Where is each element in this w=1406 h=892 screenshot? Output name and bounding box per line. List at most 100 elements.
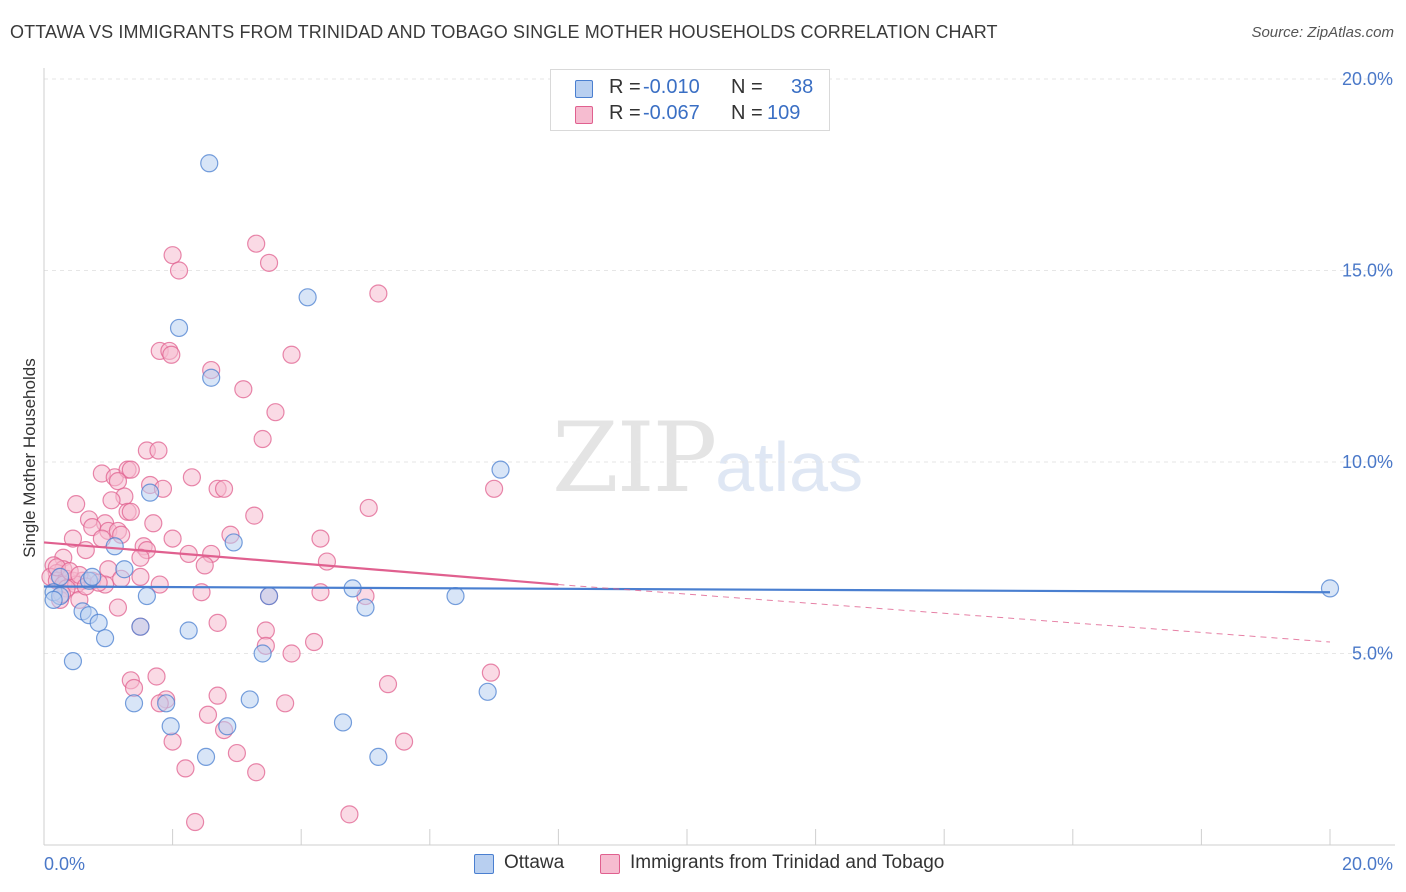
immigrants-point — [311, 529, 330, 548]
legend-swatch-pink — [575, 106, 593, 124]
immigrants-point — [259, 253, 279, 272]
immigrants-point — [149, 441, 168, 460]
immigrants-point — [276, 694, 295, 713]
y-tick-label: 5.0% — [1352, 644, 1393, 664]
series-ottawa-points — [44, 154, 1340, 767]
legend-r-value: -0.067 — [643, 102, 700, 124]
y-tick-label: 20.0% — [1342, 69, 1393, 89]
immigrants-point — [67, 495, 86, 514]
axes — [43, 68, 1395, 846]
immigrants-point — [256, 621, 275, 640]
immigrants-point — [121, 502, 140, 521]
ottawa-point — [259, 586, 279, 606]
ottawa-point — [202, 368, 221, 387]
ottawa-point — [131, 617, 150, 636]
immigrants-point — [369, 284, 388, 303]
watermark: ZIPatlas — [552, 402, 863, 514]
ottawa-point — [356, 598, 375, 617]
immigrants-point — [378, 675, 398, 694]
immigrants-point — [234, 380, 253, 399]
immigrants-point — [124, 678, 144, 698]
ottawa-point — [333, 713, 353, 732]
ottawa-point — [446, 586, 465, 606]
immigrants-point — [227, 743, 246, 763]
immigrants-point — [214, 479, 234, 498]
immigrants-point — [485, 479, 504, 498]
legend-r-label: R = — [609, 102, 641, 124]
watermark-atlas: atlas — [715, 428, 864, 506]
x-tick-label: 0.0% — [44, 854, 85, 874]
immigrants-point — [163, 732, 182, 751]
ottawa-point — [95, 629, 115, 648]
legend-swatch-blue — [575, 80, 593, 98]
ottawa-point — [115, 560, 134, 579]
ottawa-point — [63, 652, 83, 671]
immigrants-point — [163, 529, 182, 548]
immigrants-point — [317, 552, 337, 571]
immigrants-point — [282, 345, 301, 364]
grid-lines — [44, 78, 1395, 654]
immigrants-point — [245, 506, 264, 525]
immigrants-point — [121, 460, 140, 479]
ottawa-point — [369, 747, 388, 767]
immigrants-point — [198, 705, 218, 724]
legend-n-value: 109 — [767, 102, 801, 124]
bottom-legend-label: Immigrants from Trinidad and Tobago — [630, 852, 945, 873]
trend-lines — [43, 541, 1331, 643]
chart-title: OTTAWA VS IMMIGRANTS FROM TRINIDAD AND T… — [10, 22, 998, 42]
immigrants-point — [208, 686, 227, 705]
immigrants-point — [147, 667, 166, 686]
immigrants-point — [108, 598, 128, 617]
immigrants-point — [481, 663, 500, 682]
immigrants-point — [150, 575, 169, 594]
immigrants-point — [169, 261, 189, 280]
ottawa-point — [157, 694, 176, 713]
axis-labels: 5.0% 10.0% 15.0% 20.0% 0.0% 20.0% Single Mothe… — [20, 69, 1393, 874]
immigrants-point — [108, 472, 128, 491]
immigrants-point — [304, 632, 324, 652]
x-tick-label: 20.0% — [1342, 854, 1393, 874]
immigrants-trend-line — [43, 541, 559, 586]
ottawa-point — [50, 567, 70, 587]
immigrants-point — [394, 732, 414, 751]
immigrants-point — [144, 514, 163, 533]
immigrants-point — [163, 246, 182, 265]
immigrants-point — [266, 403, 285, 422]
watermark-zip: ZIP — [552, 402, 717, 514]
ottawa-point — [105, 537, 124, 556]
ottawa-point — [124, 694, 144, 713]
ottawa-trend-line — [43, 585, 1331, 594]
ottawa-point — [298, 288, 317, 307]
legend-n-label: N = — [731, 76, 763, 98]
ottawa-point — [169, 318, 189, 338]
immigrants-point — [282, 644, 301, 663]
ottawa-point — [240, 690, 259, 709]
ottawa-point — [179, 621, 198, 640]
source-label: Source: ZipAtlas.com — [1251, 24, 1394, 41]
immigrants-point — [208, 613, 227, 632]
y-tick-label: 10.0% — [1342, 452, 1393, 472]
bottom-legend-swatch-pink — [600, 854, 620, 874]
legend-n-label: N = — [731, 102, 763, 124]
legend-r-label: R = — [609, 76, 641, 98]
immigrants-point — [195, 556, 214, 575]
ottawa-point — [140, 483, 160, 502]
ottawa-point — [478, 682, 497, 701]
ottawa-point — [196, 747, 216, 767]
immigrants-trend-extension — [558, 584, 1331, 643]
ottawa-point — [89, 613, 108, 632]
ottawa-point — [224, 533, 243, 552]
ottawa-point — [218, 717, 237, 736]
immigrants-point — [63, 529, 83, 548]
immigrants-point — [247, 763, 266, 782]
immigrants-point — [182, 468, 201, 487]
immigrants-point — [340, 805, 359, 824]
immigrants-point — [253, 429, 272, 449]
ottawa-point — [161, 717, 180, 736]
ottawa-point — [200, 154, 219, 173]
legend-r-value: -0.010 — [643, 76, 700, 98]
immigrants-point — [311, 583, 330, 602]
legend-n-value: 38 — [791, 76, 814, 98]
immigrants-point — [102, 491, 121, 510]
